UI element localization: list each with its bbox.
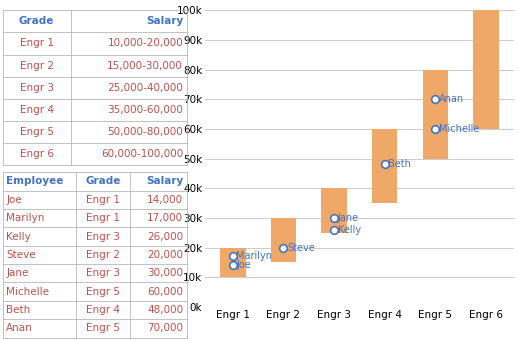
Text: Engr 3: Engr 3 [20,83,53,93]
Text: 60,000-100,000: 60,000-100,000 [101,149,183,159]
Text: Steve: Steve [6,250,36,260]
Text: Engr 3: Engr 3 [86,268,120,278]
Text: Steve: Steve [287,242,315,253]
Text: 17,000: 17,000 [147,213,183,223]
Text: Employee: Employee [6,176,64,187]
Text: Joe: Joe [6,195,22,205]
Bar [271,218,296,263]
Text: Kelly: Kelly [6,232,31,241]
Text: 26,000: 26,000 [147,232,183,241]
Text: Jane: Jane [338,213,359,223]
Text: Jane: Jane [6,268,29,278]
Text: Michelle: Michelle [439,124,479,134]
Bar [422,70,448,159]
Text: Engr 5: Engr 5 [86,287,120,297]
Text: Engr 3: Engr 3 [86,232,120,241]
Text: Anan: Anan [439,94,464,104]
Text: Engr 6: Engr 6 [20,149,53,159]
Text: Salary: Salary [146,176,183,187]
Bar [220,248,245,277]
Text: Marilyn: Marilyn [6,213,45,223]
Text: 48,000: 48,000 [147,305,183,315]
Text: Engr 1: Engr 1 [86,195,120,205]
Text: Salary: Salary [146,16,183,26]
Text: Beth: Beth [6,305,31,315]
Text: Engr 4: Engr 4 [86,305,120,315]
Text: Grade: Grade [85,176,121,187]
Text: 20,000: 20,000 [147,250,183,260]
Text: Michelle: Michelle [6,287,49,297]
Text: 35,000-60,000: 35,000-60,000 [107,105,183,115]
Text: Engr 2: Engr 2 [20,61,53,71]
Text: 60,000: 60,000 [147,287,183,297]
Text: Kelly: Kelly [338,225,361,235]
Text: 15,000-30,000: 15,000-30,000 [107,61,183,71]
Text: 50,000-80,000: 50,000-80,000 [107,127,183,137]
Text: Engr 4: Engr 4 [20,105,53,115]
Text: Grade: Grade [19,16,54,26]
Bar [321,188,347,233]
Bar [372,129,398,203]
Text: 70,000: 70,000 [147,323,183,333]
Bar [473,10,499,129]
Text: Engr 1: Engr 1 [20,39,53,48]
Text: Engr 5: Engr 5 [86,323,120,333]
Text: Beth: Beth [388,160,411,169]
Text: Engr 5: Engr 5 [20,127,53,137]
Text: Marilyn: Marilyn [236,251,272,262]
Text: 25,000-40,000: 25,000-40,000 [107,83,183,93]
Text: Engr 1: Engr 1 [86,213,120,223]
Text: Engr 2: Engr 2 [86,250,120,260]
Text: 14,000: 14,000 [147,195,183,205]
Text: Joe: Joe [236,261,251,270]
Text: 10,000-20,000: 10,000-20,000 [107,39,183,48]
Text: Anan: Anan [6,323,33,333]
Text: 30,000: 30,000 [147,268,183,278]
